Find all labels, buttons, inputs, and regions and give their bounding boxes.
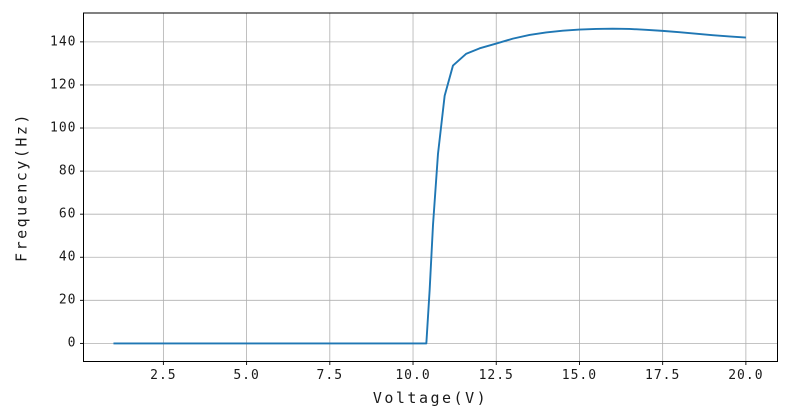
- y-tick-label: 140: [50, 34, 77, 50]
- y-tick-label: 80: [58, 163, 77, 179]
- x-tick-label: 5.0: [233, 367, 260, 383]
- data-line-frequency-vs-voltage: [113, 27, 746, 345]
- x-tick-label: 2.5: [150, 367, 177, 383]
- y-axis-label: Frequency(Hz): [12, 112, 31, 263]
- y-tick-label: 0: [67, 335, 77, 351]
- x-tick-label: 10.0: [395, 367, 431, 383]
- x-tick-label: 17.5: [645, 367, 681, 383]
- x-tick-label: 12.5: [478, 367, 514, 383]
- x-tick-label: 15.0: [561, 367, 598, 383]
- x-tick-label: 7.5: [316, 367, 344, 383]
- axes-frame: [83, 12, 778, 362]
- y-tick-label: 100: [50, 120, 77, 136]
- x-axis-label: Voltage(V): [372, 389, 489, 407]
- y-tick-label: 60: [58, 206, 77, 222]
- y-tick-label: 120: [50, 77, 77, 93]
- x-tick-label: 20.0: [728, 367, 764, 383]
- y-tick-label: 40: [58, 249, 77, 265]
- y-tick-label: 20: [58, 292, 77, 308]
